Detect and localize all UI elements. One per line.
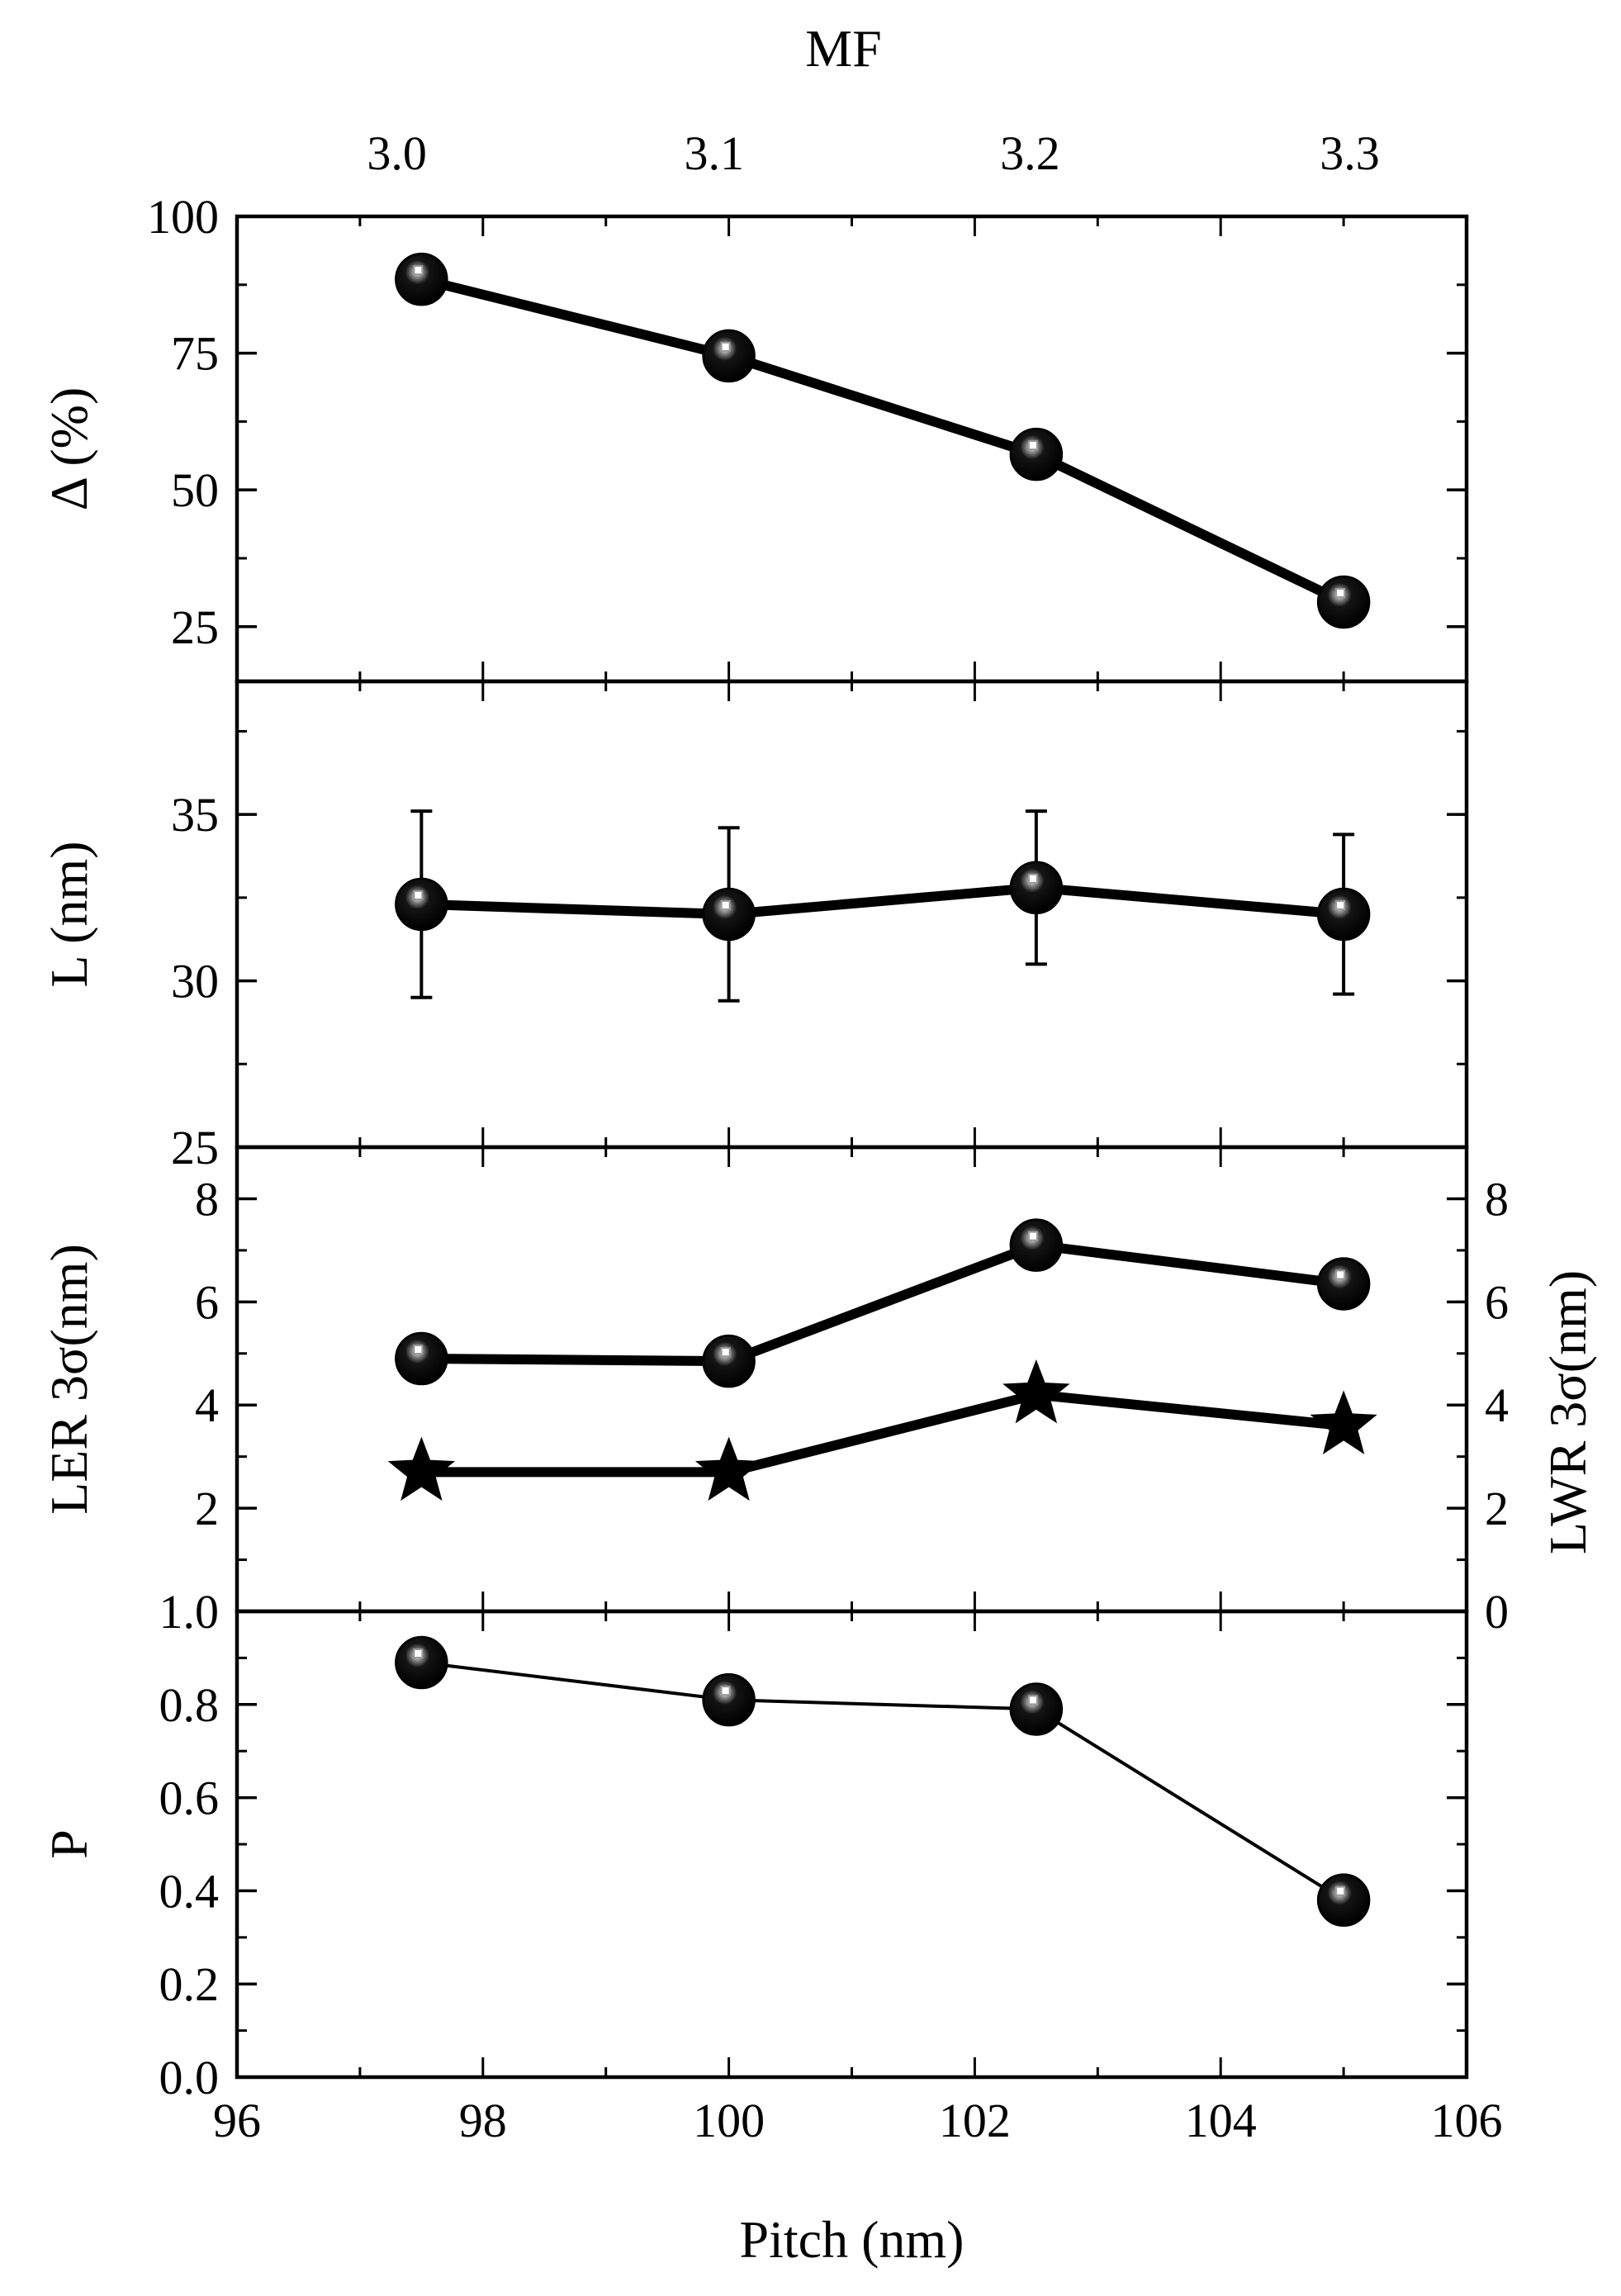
x-tick-label-2: 100 bbox=[693, 2094, 765, 2147]
y-right-tick-label-roughness-1: 2 bbox=[1485, 1482, 1509, 1535]
y-tick-label-delta-3: 100 bbox=[147, 190, 219, 244]
y-axis-title-right-roughness: LWR 3σ(nm) bbox=[1538, 1270, 1597, 1554]
point-probability-0-2 bbox=[1009, 1682, 1064, 1736]
point-length-0-2 bbox=[1009, 861, 1064, 915]
series-line-roughness-1 bbox=[421, 1389, 1344, 1478]
y-tick-label-length-1: 30 bbox=[171, 955, 219, 1008]
point-roughness-star-1 bbox=[694, 1436, 763, 1501]
x-tick-label-5: 106 bbox=[1431, 2094, 1503, 2147]
point-length-0-0 bbox=[395, 877, 448, 932]
x-tick-label-0: 96 bbox=[213, 2094, 261, 2147]
y-tick-label-delta-2: 75 bbox=[171, 327, 219, 381]
y-tick-label-roughness-0: 2 bbox=[195, 1482, 219, 1535]
y-right-tick-label-roughness-2: 4 bbox=[1485, 1378, 1509, 1432]
point-roughness-0-0 bbox=[395, 1331, 448, 1386]
y-tick-label-probability-0: 0.0 bbox=[159, 2051, 220, 2104]
top-tick-label-0: 3.0 bbox=[367, 126, 427, 180]
point-delta-0-1 bbox=[702, 329, 756, 383]
point-probability-0-0 bbox=[395, 1635, 448, 1690]
y-tick-label-roughness-1: 4 bbox=[195, 1378, 219, 1432]
y-tick-label-delta-1: 50 bbox=[171, 463, 219, 517]
y-tick-label-roughness-2: 6 bbox=[195, 1275, 219, 1329]
y-tick-label-probability-3: 0.6 bbox=[159, 1772, 220, 1825]
series-line-length-0 bbox=[421, 882, 1344, 919]
x-axis-title: Pitch (nm) bbox=[740, 2210, 965, 2269]
point-delta-0-3 bbox=[1316, 575, 1371, 629]
y-right-tick-label-roughness-3: 6 bbox=[1485, 1275, 1509, 1329]
y-tick-label-probability-4: 0.8 bbox=[159, 1678, 220, 1732]
top-tick-label-3: 3.3 bbox=[1320, 126, 1380, 180]
top-tick-label-1: 3.1 bbox=[684, 126, 744, 180]
point-roughness-0-3 bbox=[1316, 1257, 1371, 1311]
point-roughness-star-0 bbox=[387, 1436, 456, 1501]
y-axis-title-roughness: LER 3σ(nm) bbox=[40, 1244, 98, 1515]
point-roughness-0-1 bbox=[702, 1334, 756, 1388]
y-right-tick-label-roughness-4: 8 bbox=[1485, 1172, 1509, 1226]
y-tick-label-roughness-3: 8 bbox=[195, 1172, 219, 1226]
point-probability-0-3 bbox=[1316, 1873, 1371, 1927]
x-tick-label-3: 102 bbox=[939, 2094, 1011, 2147]
y-axis-title-probability: P bbox=[40, 1829, 98, 1859]
point-probability-0-1 bbox=[702, 1672, 756, 1727]
y-tick-label-probability-2: 0.4 bbox=[159, 1864, 220, 1918]
point-roughness-star-2 bbox=[1002, 1359, 1070, 1424]
point-length-0-3 bbox=[1316, 887, 1371, 942]
point-length-0-1 bbox=[702, 887, 756, 942]
point-roughness-star-3 bbox=[1310, 1390, 1377, 1454]
point-roughness-0-2 bbox=[1009, 1218, 1064, 1272]
top-axis-title: MF bbox=[805, 19, 882, 78]
y-right-tick-label-roughness-0: 0 bbox=[1485, 1585, 1509, 1639]
y-tick-label-probability-1: 0.2 bbox=[159, 1957, 220, 2011]
y-axis-title-length: L (nm) bbox=[40, 841, 98, 987]
y-tick-label-length-0: 25 bbox=[171, 1121, 219, 1174]
top-tick-label-2: 3.2 bbox=[1000, 126, 1060, 180]
y-axis-title-delta: Δ (%) bbox=[40, 387, 98, 511]
series-line-probability-0 bbox=[421, 1661, 1345, 1902]
point-delta-0-0 bbox=[395, 252, 448, 306]
x-tick-label-4: 104 bbox=[1185, 2094, 1257, 2147]
x-tick-label-1: 98 bbox=[459, 2094, 507, 2147]
y-tick-label-probability-5: 1.0 bbox=[159, 1585, 220, 1639]
y-tick-label-delta-0: 25 bbox=[171, 600, 219, 654]
series-line-delta-0 bbox=[419, 274, 1346, 607]
point-delta-0-2 bbox=[1009, 427, 1064, 481]
y-tick-label-length-2: 35 bbox=[171, 788, 219, 842]
series-line-roughness-0 bbox=[421, 1240, 1344, 1367]
